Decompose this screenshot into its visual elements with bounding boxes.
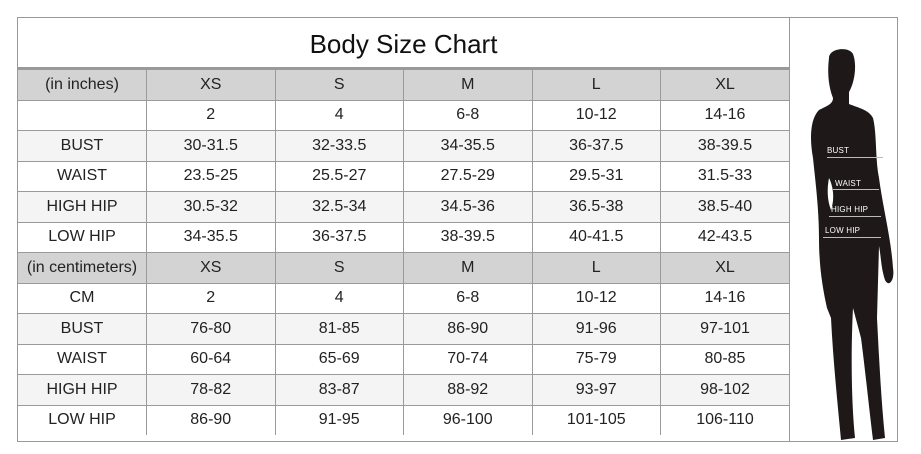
table-cell: 38-39.5 <box>660 130 789 162</box>
table-row: HIGH HIP 30.5-32 32.5-34 34.5-36 36.5-38 38.5… <box>18 191 789 223</box>
unit-label: (in centimeters) <box>18 252 147 284</box>
table-cell: 34-35.5 <box>146 221 276 253</box>
table-cell: 36.5-38 <box>531 191 661 223</box>
table-cell: 106-110 <box>660 404 789 435</box>
table-cell: 32.5-34 <box>274 191 404 223</box>
row-label: HIGH HIP <box>18 374 147 406</box>
table-row: WAIST 60-64 65-69 70-74 75-79 80-85 <box>18 343 789 375</box>
table-cell: 27.5-29 <box>403 160 533 192</box>
size-chart: Body Size Chart (in inches) XS S M L XL 2 4 6-8 1… <box>17 17 790 442</box>
table-cell: 80-85 <box>660 343 789 375</box>
row-label: WAIST <box>18 160 147 192</box>
table-row: CM 2 4 6-8 10-12 14-16 <box>18 282 789 314</box>
table-cell: 10-12 <box>531 99 661 131</box>
table-cell: 4 <box>274 282 404 314</box>
table-cell: 98-102 <box>660 374 789 406</box>
table-cell: 30.5-32 <box>146 191 276 223</box>
measure-label-waist: WAIST <box>835 179 862 188</box>
table-cell: 34.5-36 <box>403 191 533 223</box>
unit-label: (in inches) <box>18 69 147 101</box>
table-cell: 23.5-25 <box>146 160 276 192</box>
table-cell: 2 <box>146 282 276 314</box>
table-cell: 30-31.5 <box>146 130 276 162</box>
table-cell: 29.5-31 <box>531 160 661 192</box>
size-header: XL <box>660 69 789 101</box>
table-cell: 34-35.5 <box>403 130 533 162</box>
table-cell: 38.5-40 <box>660 191 789 223</box>
table-cell: 6-8 <box>403 282 533 314</box>
table-cell: 36-37.5 <box>274 221 404 253</box>
row-label: LOW HIP <box>18 404 147 435</box>
table-cell: 101-105 <box>531 404 661 435</box>
size-header: M <box>403 252 533 284</box>
size-header: S <box>274 69 404 101</box>
body-figure-panel: BUST WAIST HIGH HIP LOW HIP <box>789 17 898 442</box>
table-cell: 91-96 <box>531 313 661 345</box>
size-header: XS <box>146 69 276 101</box>
chart-title: Body Size Chart <box>18 18 789 69</box>
size-header: S <box>274 252 404 284</box>
row-label: WAIST <box>18 343 147 375</box>
row-label <box>18 99 147 131</box>
size-header: L <box>531 69 661 101</box>
measure-line-low-hip <box>823 237 881 238</box>
table-cell: 76-80 <box>146 313 276 345</box>
table-cell: 10-12 <box>531 282 661 314</box>
row-label: CM <box>18 282 147 314</box>
measure-label-bust: BUST <box>827 146 850 155</box>
row-label: LOW HIP <box>18 221 147 253</box>
table-cell: 86-90 <box>146 404 276 435</box>
size-header: L <box>531 252 661 284</box>
measure-label-high-hip: HIGH HIP <box>831 205 869 214</box>
table-row: LOW HIP 86-90 91-95 96-100 101-105 106-110 <box>18 404 789 435</box>
table-cell: 38-39.5 <box>403 221 533 253</box>
table-cell: 97-101 <box>660 313 789 345</box>
measure-line-waist <box>833 189 879 190</box>
row-label: HIGH HIP <box>18 191 147 223</box>
row-label: BUST <box>18 313 147 345</box>
table-cell: 75-79 <box>531 343 661 375</box>
measure-line-bust <box>827 157 883 158</box>
table-cell: 36-37.5 <box>531 130 661 162</box>
table-cell: 6-8 <box>403 99 533 131</box>
table-cell: 96-100 <box>403 404 533 435</box>
size-header: XS <box>146 252 276 284</box>
table-row: 2 4 6-8 10-12 14-16 <box>18 99 789 131</box>
table-cell: 86-90 <box>403 313 533 345</box>
table-cell: 93-97 <box>531 374 661 406</box>
table-cell: 4 <box>274 99 404 131</box>
table-cell: 42-43.5 <box>660 221 789 253</box>
measure-line-high-hip <box>829 216 881 217</box>
table-cell: 25.5-27 <box>274 160 404 192</box>
table-cell: 81-85 <box>274 313 404 345</box>
table-row: BUST 30-31.5 32-33.5 34-35.5 36-37.5 38-39.5 <box>18 130 789 162</box>
table-cell: 14-16 <box>660 282 789 314</box>
body-silhouette-icon <box>811 49 894 441</box>
row-label: BUST <box>18 130 147 162</box>
table-row: HIGH HIP 78-82 83-87 88-92 93-97 98-102 <box>18 374 789 406</box>
table-cell: 14-16 <box>660 99 789 131</box>
table-cell: 40-41.5 <box>531 221 661 253</box>
measure-label-low-hip: LOW HIP <box>825 226 861 235</box>
section-header-row: (in inches) XS S M L XL <box>18 69 789 101</box>
table-cell: 70-74 <box>403 343 533 375</box>
table-cell: 31.5-33 <box>660 160 789 192</box>
section-header-row: (in centimeters) XS S M L XL <box>18 252 789 284</box>
table-row: LOW HIP 34-35.5 36-37.5 38-39.5 40-41.5 42-43… <box>18 221 789 253</box>
table-cell: 88-92 <box>403 374 533 406</box>
table-cell: 65-69 <box>274 343 404 375</box>
table-cell: 60-64 <box>146 343 276 375</box>
table-cell: 91-95 <box>274 404 404 435</box>
table-cell: 2 <box>146 99 276 131</box>
size-header: XL <box>660 252 789 284</box>
size-header: M <box>403 69 533 101</box>
table-row: WAIST 23.5-25 25.5-27 27.5-29 29.5-31 31.5-33 <box>18 160 789 192</box>
table-row: BUST 76-80 81-85 86-90 91-96 97-101 <box>18 313 789 345</box>
size-table: (in inches) XS S M L XL 2 4 6-8 10-12 14-16 BUST 30-… <box>18 69 789 435</box>
table-cell: 32-33.5 <box>274 130 404 162</box>
table-cell: 83-87 <box>274 374 404 406</box>
table-cell: 78-82 <box>146 374 276 406</box>
